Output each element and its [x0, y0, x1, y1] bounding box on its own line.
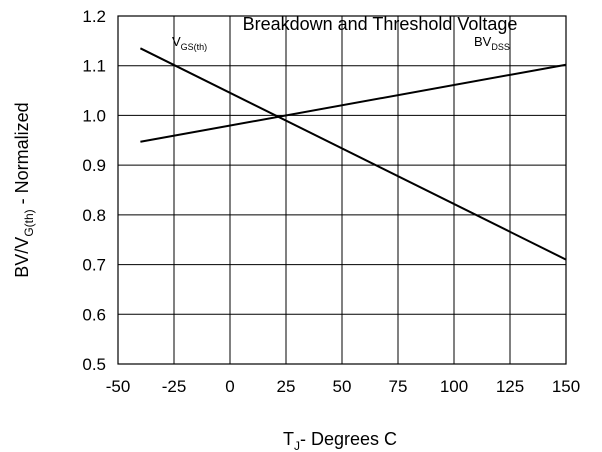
series-label-bvdss-main: BV	[474, 34, 492, 49]
y-axis-title-main: BV/V	[12, 237, 32, 278]
grid	[117, 15, 567, 365]
x-axis-title-main: T	[283, 429, 294, 449]
y-tick-label: 0.5	[82, 355, 106, 374]
y-tick-label: 1.2	[82, 7, 106, 26]
y-tick-label: 0.7	[82, 256, 106, 275]
series-line-vgs-th	[139, 47, 567, 261]
series-label-bvdss-subscript: DSS	[491, 42, 510, 52]
y-axis-title: BV/VG(th) - Normalized	[12, 102, 36, 277]
x-tick-label: 50	[333, 377, 352, 396]
tick-labels: -50 -25 0 25 50 75 100 125 150 0.5 0.6 0.7 0.8 0.9 1.0…	[82, 7, 580, 396]
x-tick-label: 125	[496, 377, 524, 396]
y-axis-title-rest: - Normalized	[12, 102, 32, 209]
y-axis-title-subscript: G(th)	[22, 209, 36, 236]
x-tick-label: 75	[389, 377, 408, 396]
series-label-vgs-subscript: GS(th)	[181, 42, 208, 52]
x-axis-title: TJ- Degrees C	[283, 429, 397, 452]
plot-frame	[117, 15, 567, 365]
series-label-bvdss: BVDSS	[474, 34, 510, 52]
x-tick-label: 150	[552, 377, 580, 396]
series-line-bvdss	[140, 63, 567, 143]
x-axis-title-rest: - Degrees C	[300, 429, 397, 449]
y-tick-label: 1.0	[82, 106, 106, 125]
x-axis-title-subscript: J	[294, 439, 300, 452]
series-layer	[139, 47, 567, 261]
y-tick-label: 1.1	[82, 57, 106, 76]
x-tick-label: -25	[162, 377, 187, 396]
x-tick-label: 0	[225, 377, 234, 396]
y-tick-label: 0.6	[82, 305, 106, 324]
x-tick-label: -50	[106, 377, 131, 396]
series-label-vgs: VGS(th)	[172, 34, 207, 52]
y-tick-label: 0.9	[82, 156, 106, 175]
series-label-vgs-main: V	[172, 34, 181, 49]
x-tick-label: 25	[277, 377, 296, 396]
y-tick-label: 0.8	[82, 206, 106, 225]
chart-title: Breakdown and Threshold Voltage	[243, 14, 518, 34]
x-tick-label: 100	[440, 377, 468, 396]
